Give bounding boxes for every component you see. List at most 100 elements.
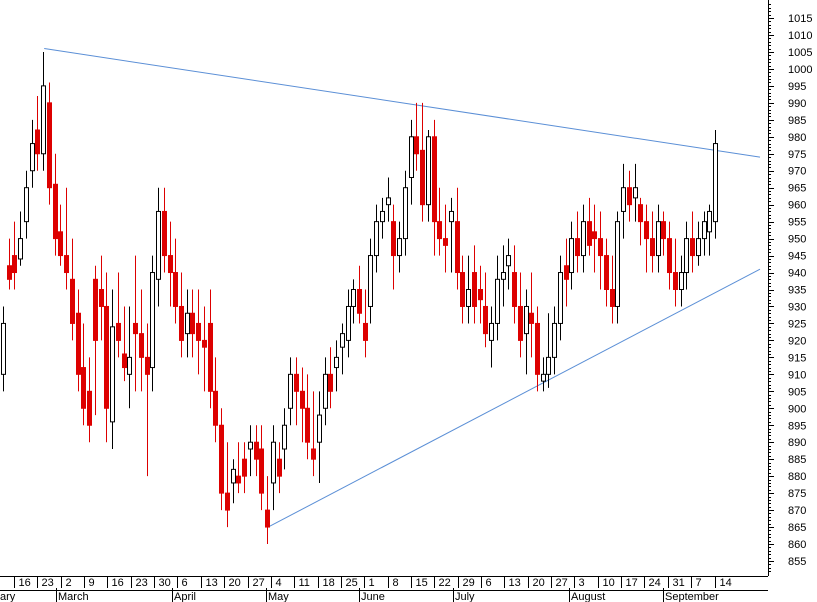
candle-body	[397, 238, 402, 257]
candle-body	[684, 238, 689, 274]
candle-body	[24, 187, 29, 223]
candles	[1, 51, 718, 545]
candle-body	[707, 210, 712, 233]
candle-body	[386, 197, 391, 206]
date-tick-label: 13	[509, 577, 521, 589]
candle-body	[116, 322, 121, 341]
date-tick-label: 9	[89, 577, 95, 589]
candle-body	[104, 305, 109, 409]
candle-body	[99, 289, 104, 307]
candle-body	[713, 143, 718, 223]
candle-body	[225, 492, 230, 511]
candle-body	[76, 312, 81, 375]
date-tick-label: 7	[696, 577, 702, 589]
price-tick-label: 930	[788, 301, 806, 313]
candle-body	[524, 305, 529, 335]
candle-body	[357, 289, 362, 314]
price-tick-label: 855	[788, 556, 806, 568]
candle-body	[460, 272, 465, 307]
candle-body	[546, 356, 551, 375]
candle-body	[650, 238, 655, 257]
candle-body	[271, 441, 276, 484]
price-tick-label: 985	[788, 115, 806, 127]
candle-body	[127, 356, 132, 375]
candle-body	[518, 305, 523, 341]
candle-body	[483, 305, 488, 335]
price-tick-label: 925	[788, 318, 806, 330]
candle-body	[311, 448, 316, 460]
candle-body	[552, 322, 557, 358]
date-tick-label: 22	[439, 577, 451, 589]
date-tick-label: 25	[346, 577, 358, 589]
candle-body	[162, 210, 167, 257]
candle-body	[133, 322, 138, 335]
candle-body	[81, 367, 86, 409]
date-tick-label: 1	[369, 577, 375, 589]
candle-body	[317, 414, 322, 443]
candle-body	[656, 221, 661, 257]
candle-body	[432, 136, 437, 223]
candle-body	[213, 390, 218, 426]
price-tick-label: 990	[788, 98, 806, 110]
candle-body	[1, 322, 6, 375]
price-tick-label: 935	[788, 285, 806, 297]
price-tick-label: 975	[788, 149, 806, 161]
candle-body	[581, 221, 586, 257]
month-label: April	[174, 591, 196, 602]
candle-body	[219, 424, 224, 494]
candle-body	[208, 322, 213, 392]
candle-body	[702, 221, 707, 240]
candle-body	[449, 210, 454, 223]
date-tick-label: 6	[486, 577, 492, 589]
candle-body	[575, 238, 580, 257]
candle-body	[455, 221, 460, 274]
candle-body	[202, 339, 207, 348]
candle-body	[420, 149, 425, 206]
candle-body	[328, 373, 333, 392]
price-tick-label: 890	[788, 437, 806, 449]
price-tick-label: 910	[788, 369, 806, 381]
month-label: ary	[0, 591, 16, 602]
price-tick-label: 870	[788, 505, 806, 517]
month-label: June	[361, 591, 385, 602]
candle-body	[231, 468, 236, 484]
date-tick-label: 29	[463, 577, 475, 589]
candle-body	[248, 441, 253, 450]
date-tick-label: 31	[673, 577, 685, 589]
date-tick-label: 30	[159, 577, 171, 589]
candle-body	[53, 183, 58, 240]
price-axis: 855 860 865 870 875 880 885 890 895 900 905 910 915 9…	[768, 0, 812, 576]
date-tick-label: 6	[182, 577, 188, 589]
candle-body	[414, 136, 419, 155]
candle-body	[592, 231, 597, 240]
price-tick-label: 915	[788, 352, 806, 364]
month-label: March	[58, 591, 89, 602]
candle-body	[409, 136, 414, 179]
candle-body	[644, 221, 649, 240]
candle-body	[190, 312, 195, 335]
candle-body	[604, 255, 609, 290]
candle-body	[259, 448, 264, 494]
candle-body	[70, 278, 75, 324]
date-tick-label: 23	[136, 577, 148, 589]
candle-body	[506, 255, 511, 267]
candle-body	[638, 204, 643, 223]
candle-body	[156, 210, 161, 280]
candle-body	[41, 85, 46, 155]
candle-body	[661, 221, 666, 240]
date-tick-label: 20	[229, 577, 241, 589]
price-tick-label: 960	[788, 200, 806, 212]
candle-body	[87, 390, 92, 426]
candle-body	[690, 238, 695, 257]
candle-body	[346, 305, 351, 341]
price-tick-label: 1015	[788, 13, 812, 25]
resistance-trendline	[44, 48, 761, 158]
candle-body	[443, 238, 448, 246]
price-tick-label: 965	[788, 183, 806, 195]
price-tick-label: 865	[788, 522, 806, 534]
date-tick-label: 15	[416, 577, 428, 589]
candle-body	[673, 272, 678, 290]
price-tick-label: 970	[788, 166, 806, 178]
candle-body	[58, 231, 63, 257]
price-tick-label: 860	[788, 539, 806, 551]
